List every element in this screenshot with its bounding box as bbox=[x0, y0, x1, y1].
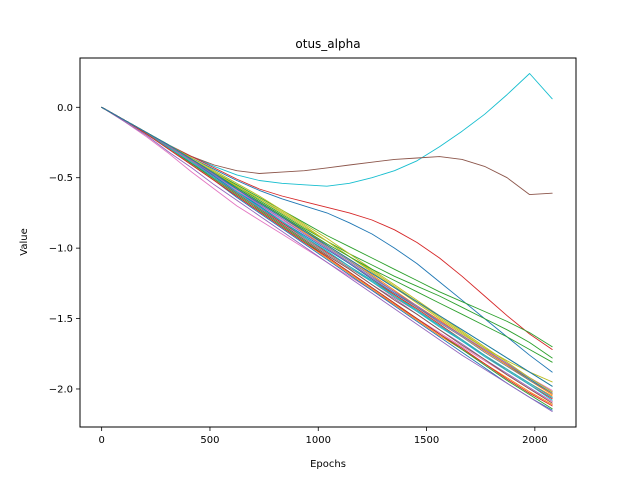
y-axis-ticks: 0.0 −0.5 −1.0 −1.5 −2.0 bbox=[49, 103, 80, 395]
x-tick-label: 2000 bbox=[522, 435, 547, 446]
series-line-25 bbox=[101, 106, 553, 393]
chart-title: otus_alpha bbox=[295, 37, 360, 51]
x-tick-label: 1000 bbox=[306, 435, 331, 446]
y-tick-label: −1.0 bbox=[49, 244, 73, 255]
y-axis-label: Value bbox=[19, 228, 30, 255]
series-line-26 bbox=[101, 106, 553, 398]
x-axis-ticks: 0 500 1000 1500 2000 bbox=[98, 427, 548, 446]
x-tick-label: 1500 bbox=[414, 435, 439, 446]
x-axis-label: Epochs bbox=[310, 459, 346, 470]
y-tick-label: 0.0 bbox=[57, 103, 73, 114]
plot-frame bbox=[79, 57, 577, 428]
series-line-29 bbox=[101, 106, 553, 407]
x-tick-label: 0 bbox=[98, 435, 104, 446]
x-tick-label: 500 bbox=[200, 435, 219, 446]
y-tick-label: −2.0 bbox=[49, 384, 73, 395]
series-lines bbox=[101, 73, 553, 412]
y-tick-label: −0.5 bbox=[49, 173, 73, 184]
series-line-13 bbox=[101, 106, 553, 412]
series-line-30 bbox=[101, 106, 553, 387]
y-tick-label: −1.5 bbox=[49, 314, 73, 325]
